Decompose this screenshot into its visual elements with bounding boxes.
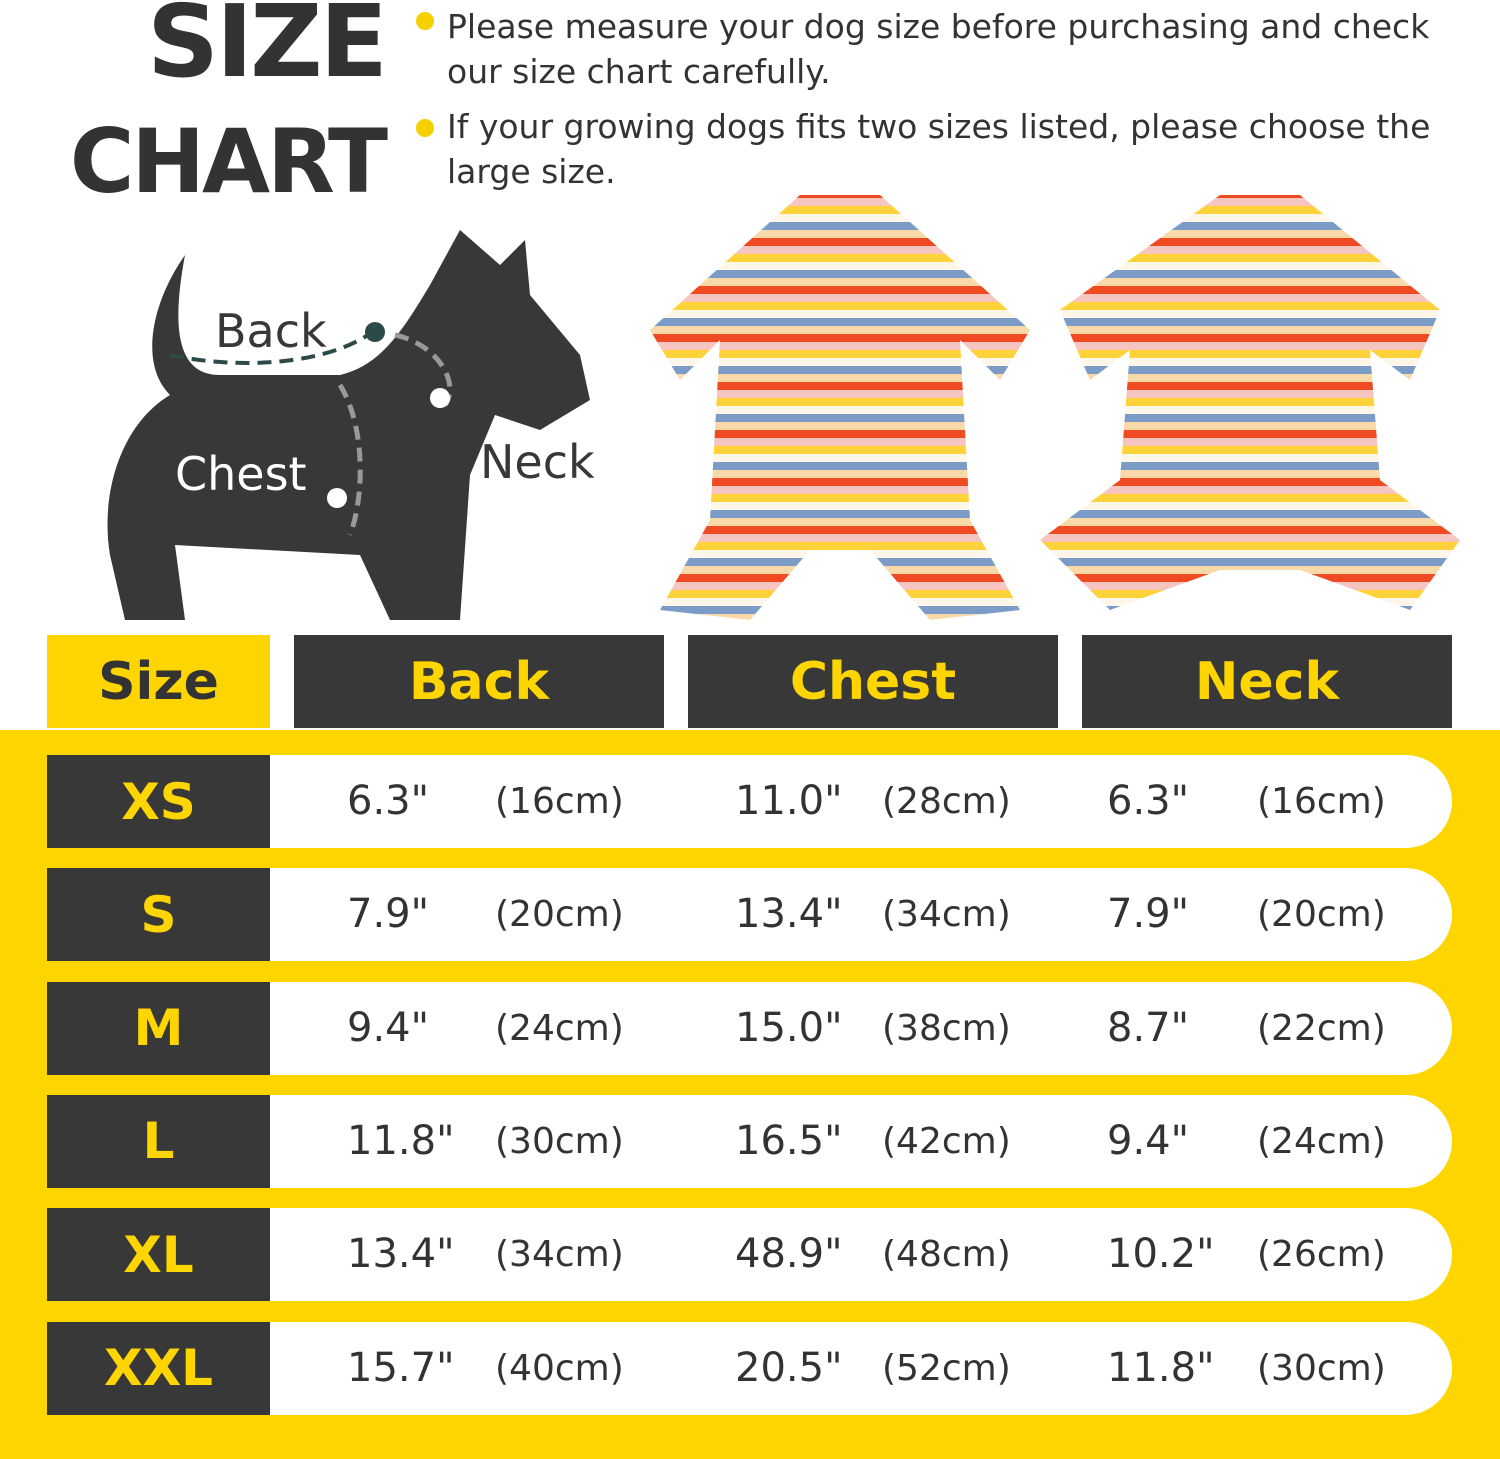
table-row: L 11.8" (30cm) 16.5" (42cm) 9.4" (24cm) [47,1094,1452,1188]
note-measure: Please measure your dog size before purc… [447,7,1430,91]
chest-in-value: 16.5" [735,1117,843,1164]
back-cm-value: (20cm) [495,894,624,936]
label-neck: Neck [480,435,595,489]
neck-cm-value: (22cm) [1257,1007,1386,1049]
size-cell: XL [47,1208,270,1302]
bullet-icon [416,119,434,137]
neck-cm-value: (26cm) [1257,1234,1386,1276]
title-chart: CHART [69,110,388,213]
neck-cm-value: (30cm) [1257,1347,1386,1389]
header-size: Size [47,635,270,728]
header-chest: Chest [688,635,1058,728]
dog-measurement-diagram: Back Chest Neck [107,230,595,620]
neck-cm-value: (20cm) [1257,894,1386,936]
header-back: Back [294,635,664,728]
chest-cm-value: (42cm) [882,1120,1011,1162]
label-back: Back [215,304,327,358]
pajama-back-image [1040,195,1460,610]
row-values [270,981,1452,1075]
chest-cm-value: (38cm) [882,1007,1011,1049]
chest-in-value: 13.4" [735,891,843,938]
label-chest: Chest [175,447,307,501]
striped-pajama-photos [650,195,1460,620]
back-cm-value: (16cm) [495,781,624,822]
chest-cm-value: (28cm) [882,781,1011,822]
back-in-value: 11.8" [347,1117,455,1164]
back-in-value: 9.4" [347,1004,430,1051]
neck-cm-value: (24cm) [1257,1120,1386,1162]
table-row: S 7.9" (20cm) 13.4" (34cm) 7.9" (20cm) [47,868,1452,962]
neck-in-value: 11.8" [1107,1344,1215,1391]
size-cell: S [47,868,270,962]
neck-in-value: 7.9" [1107,891,1190,938]
title-size: SIZE [146,0,388,100]
back-cm-value: (24cm) [495,1007,624,1049]
neck-in-value: 6.3" [1107,778,1190,824]
back-in-value: 7.9" [347,891,430,938]
pajama-front-image [650,195,1030,620]
neck-in-value: 9.4" [1107,1117,1190,1164]
row-values [270,755,1452,848]
row-values [270,1321,1452,1415]
chest-in-value: 11.0" [735,778,843,824]
row-values [270,868,1452,962]
chest-in-value: 15.0" [735,1004,843,1051]
back-cm-value: (30cm) [495,1120,624,1162]
size-cell: XS [47,755,270,848]
chest-in-value: 48.9" [735,1231,843,1278]
size-cell: M [47,981,270,1075]
row-values [270,1094,1452,1188]
back-in-value: 13.4" [347,1231,455,1278]
note-growing: If your growing dogs fits two sizes list… [447,107,1431,191]
row-values [270,1208,1452,1302]
size-cell: L [47,1094,270,1188]
size-cell: XXL [47,1321,270,1415]
bullet-icon [416,12,434,30]
table-row: XS 6.3" (16cm) 11.0" (28cm) 6.3" (16cm) [47,755,1452,848]
back-in-value: 6.3" [347,778,430,824]
table-row: XXL 15.7" (40cm) 20.5" (52cm) 11.8" (30cm) [47,1321,1452,1415]
chest-cm-value: (52cm) [882,1347,1011,1389]
chest-cm-value: (34cm) [882,894,1011,936]
table-row: M 9.4" (24cm) 15.0" (38cm) 8.7" (22cm) [47,981,1452,1075]
neck-in-value: 10.2" [1107,1231,1215,1278]
neck-cm-value: (16cm) [1257,781,1386,822]
back-cm-value: (34cm) [495,1234,624,1276]
back-cm-value: (40cm) [495,1347,624,1389]
header-neck: Neck [1082,635,1452,728]
chest-in-value: 20.5" [735,1344,843,1391]
neck-in-value: 8.7" [1107,1004,1190,1051]
chest-cm-value: (48cm) [882,1234,1011,1276]
table-row: XL 13.4" (34cm) 48.9" (48cm) 10.2" (26cm) [47,1208,1452,1302]
back-in-value: 15.7" [347,1344,455,1391]
